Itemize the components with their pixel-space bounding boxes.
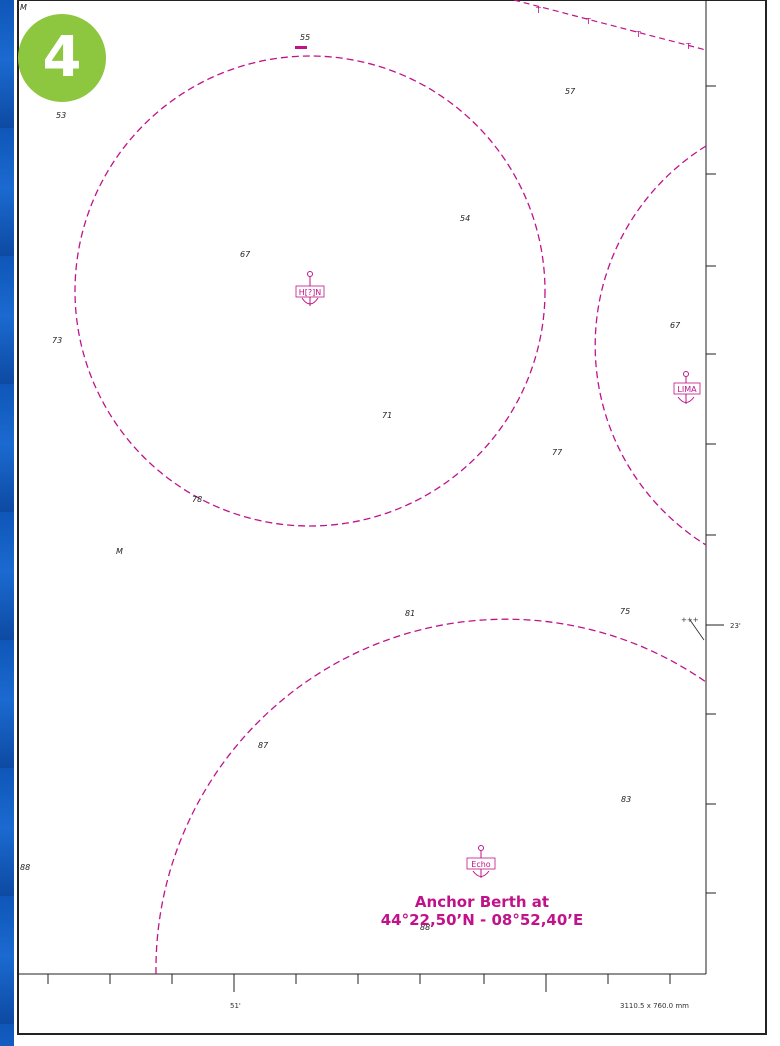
- depth-sounding: M: [116, 547, 123, 556]
- depth-sounding: 88: [20, 863, 30, 872]
- depth-sounding: 81: [405, 609, 415, 618]
- latitude-label: 23': [730, 622, 741, 630]
- boundary-markers: T T T T: [535, 6, 691, 51]
- longitude-label: 51': [230, 1002, 241, 1010]
- depth-sounding: 53: [56, 111, 66, 120]
- berth-label-box-hotel: [295, 285, 325, 298]
- svg-text:T: T: [535, 6, 541, 15]
- depth-sounding: 78: [192, 495, 202, 504]
- berth-top-marker: [295, 46, 307, 49]
- depth-sounding: 73: [52, 336, 62, 345]
- slide-number-badge: 4: [18, 14, 106, 102]
- svg-text:T: T: [635, 30, 641, 39]
- berth-label-hotel: H[?]N: [299, 288, 322, 297]
- berth-label-echo: Echo: [471, 860, 491, 869]
- wreck-symbol: +++: [681, 616, 699, 624]
- depth-sounding: 88: [420, 923, 430, 932]
- depth-sounding: M: [20, 3, 27, 12]
- anchor-berth-caption: Anchor Berth at 44°22,50’N - 08°52,40’E: [352, 893, 612, 929]
- depth-sounding: 54: [460, 214, 470, 223]
- depth-sounding: 67: [670, 321, 681, 330]
- depth-sounding: 71: [382, 411, 392, 420]
- svg-text:T: T: [685, 42, 691, 51]
- wreck-leader: [689, 619, 705, 641]
- depth-sounding: 67: [240, 250, 251, 259]
- depth-sounding: 87: [258, 741, 269, 750]
- caption-line-1: Anchor Berth at: [414, 893, 550, 911]
- berth-circle-echo: [155, 618, 707, 975]
- bottom-scale-ticks: [47, 974, 671, 992]
- caption-line-2: 44°22,50’N - 08°52,40’E: [380, 911, 584, 929]
- boundary-line: [513, 0, 707, 51]
- depth-sounding: 55: [300, 33, 310, 42]
- berth-label-box-lima: [673, 382, 701, 395]
- left-decorative-stripe: [0, 0, 16, 1046]
- svg-text:T: T: [585, 17, 591, 26]
- chart-outer-border: [17, 0, 767, 1035]
- depth-sounding: 83: [621, 795, 631, 804]
- berth-label-lima: LIMA: [677, 385, 697, 394]
- berth-circle-hotel: [74, 55, 546, 527]
- berth-label-box-echo: [466, 857, 496, 870]
- nautical-chart: T T T T H[?]N: [14, 0, 780, 1046]
- berth-circle-lima: [594, 145, 707, 546]
- right-scale-ticks: [706, 85, 724, 894]
- depth-sounding: 77: [552, 448, 563, 457]
- depth-sounding: 75: [620, 607, 630, 616]
- chart-canvas: T T T T H[?]N: [17, 0, 767, 1035]
- scale-note: 3110.5 x 760.0 mm: [620, 1002, 689, 1010]
- depth-sounding: 57: [565, 87, 576, 96]
